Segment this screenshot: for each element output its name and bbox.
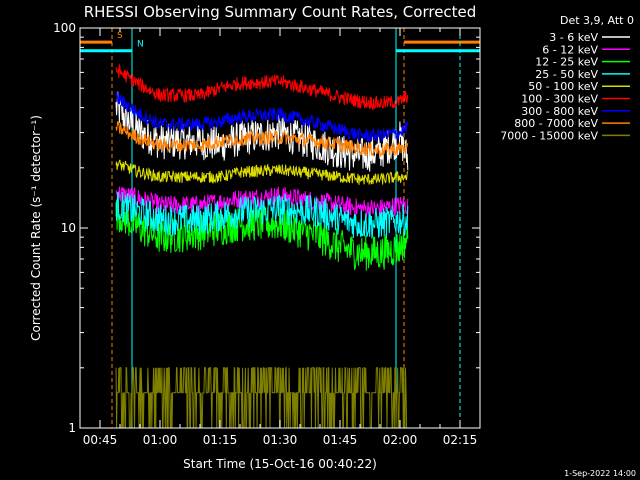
y-axis-label: Corrected Count Rate (s⁻¹ detector⁻¹) (29, 115, 43, 341)
y-axis: 1 10 100 (53, 21, 480, 435)
legend-entry-label: 300 - 800 keV (521, 105, 598, 118)
footer-date: 1-Sep-2022 14:00 (564, 469, 636, 478)
y-tick-label: 100 (53, 21, 76, 35)
x-tick-label: 02:15 (443, 433, 478, 447)
x-tick-label: 01:00 (143, 433, 178, 447)
legend-entry-label: 50 - 100 keV (528, 80, 598, 93)
legend-entry-label: 100 - 300 keV (521, 93, 598, 106)
series-line (115, 367, 408, 429)
x-tick-label: 01:30 (263, 433, 298, 447)
legend-entry-label: 6 - 12 keV (542, 43, 598, 56)
legend-entry-label: 7000 - 15000 keV (500, 129, 598, 142)
series-line (115, 91, 409, 144)
legend-entry-label: 3 - 6 keV (549, 31, 598, 44)
series-line (115, 63, 409, 111)
series-layer (115, 63, 409, 429)
legend-entry-label: 12 - 25 keV (535, 56, 598, 69)
y-tick-label: 1 (68, 421, 76, 435)
flag-label: S (117, 31, 123, 41)
x-tick-label: 00:45 (83, 433, 118, 447)
x-axis-label: Start Time (15-Oct-16 00:40:22) (183, 457, 377, 471)
y-tick-label: 10 (61, 221, 76, 235)
series-line (115, 121, 409, 158)
series-line (115, 159, 409, 185)
legend-entry-label: 25 - 50 keV (535, 68, 598, 81)
flag-label: N (137, 40, 144, 50)
series-line (115, 191, 409, 239)
x-tick-label: 01:45 (323, 433, 358, 447)
x-tick-label: 02:00 (383, 433, 418, 447)
legend-entry-label: 800 - 7000 keV (514, 117, 598, 130)
x-axis: 00:45 01:00 01:15 01:30 01:45 02:00 02:15 (79, 28, 481, 447)
legend-header: Det 3,9, Att 0 (560, 14, 634, 27)
x-tick-label: 01:15 (203, 433, 238, 447)
chart-title: RHESSI Observing Summary Count Rates, Co… (84, 3, 477, 21)
